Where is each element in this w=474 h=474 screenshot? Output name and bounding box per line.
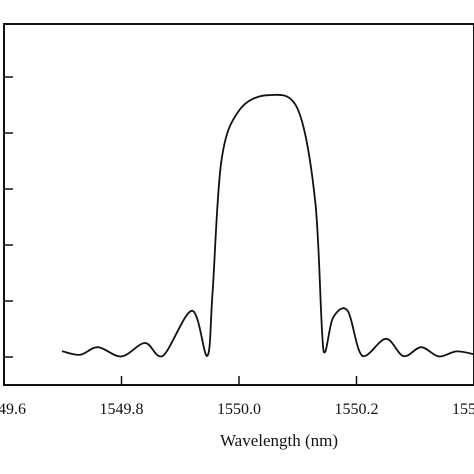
x-axis-title: Wavelength (nm) <box>220 431 338 450</box>
x-axis-tick-labels: 1549.6 1549.8 1550.0 1550.2 1550.4 <box>0 401 474 418</box>
x-tick-label: 1550.2 <box>335 401 379 418</box>
x-tick-label: 1550.0 <box>217 401 261 418</box>
x-tick-label: 1550.4 <box>452 401 474 418</box>
x-axis-ticks <box>3 376 474 385</box>
x-tick-label: 1549.8 <box>100 401 144 418</box>
y-axis-ticks <box>4 76 13 358</box>
x-tick-label: 1549.6 <box>0 401 26 418</box>
plot-frame <box>3 23 474 386</box>
series-line <box>61 93 474 358</box>
